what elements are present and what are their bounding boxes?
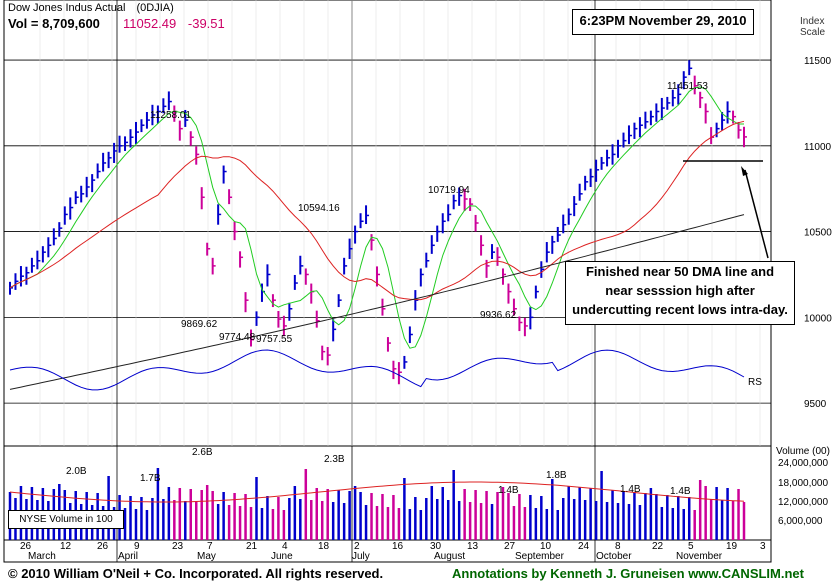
month-label-2: May xyxy=(197,551,216,562)
month-label-3: June xyxy=(271,551,293,562)
month-label-7: October xyxy=(596,551,632,562)
day-label-15: 24 xyxy=(578,541,590,552)
month-label-0: March xyxy=(28,551,56,562)
price-panel-frame xyxy=(3,0,772,447)
month-label-6: September xyxy=(515,551,565,562)
volume-label-1: 1.7B xyxy=(140,473,161,484)
index-scale-label: Index Scale xyxy=(800,16,825,38)
day-label-4: 23 xyxy=(172,541,184,552)
volume-label-6: 1.4B xyxy=(620,484,641,495)
volume-axis-1: 18,000,000 xyxy=(778,478,829,489)
month-label-8: November xyxy=(676,551,723,562)
day-label-20: 3 xyxy=(760,541,766,552)
annotation-line-1: Finished near 50 DMA line and xyxy=(585,264,775,279)
y-tick-0: 9500 xyxy=(804,399,827,410)
price-label-0: 11258.01 xyxy=(150,110,191,121)
day-label-17: 22 xyxy=(652,541,664,552)
y-tick-3: 11000 xyxy=(804,142,832,153)
chart-title: Dow Jones Indus Actual (0DJIA) xyxy=(8,2,174,14)
day-label-5: 7 xyxy=(207,541,213,552)
month-label-4: July xyxy=(352,551,370,562)
annotation-line-3: undercutting recent lows intra-day. xyxy=(572,302,788,317)
price-label-7: 11451.53 xyxy=(667,81,708,92)
price-text: 11052.49 xyxy=(123,16,177,31)
y-tick-2: 10500 xyxy=(804,228,832,239)
day-label-18: 5 xyxy=(688,541,694,552)
month-label-1: April xyxy=(118,551,138,562)
ma10-line xyxy=(9,86,744,349)
volume-label-5: 1.8B xyxy=(546,470,567,481)
rs-label: RS xyxy=(748,377,762,388)
rs-line xyxy=(9,349,745,391)
price-label-2: 9774.48 xyxy=(219,332,256,343)
price-label-4: 10594.16 xyxy=(298,203,340,214)
timestamp-text: 6:23PM November 29, 2010 xyxy=(579,13,747,28)
annotation-box: Finished near 50 DMA line and near sesss… xyxy=(565,261,795,325)
volume-legend: NYSE Volume in 100 xyxy=(8,510,124,529)
day-label-8: 18 xyxy=(318,541,330,552)
annotations-credit: Annotations by Kenneth J. Gruneisen www.… xyxy=(452,566,804,581)
volume-axis-3: 6,000,000 xyxy=(778,516,823,527)
month-label-5: August xyxy=(434,551,465,562)
price-label-5: 10719.94 xyxy=(428,185,470,196)
volume-label-2: 2.6B xyxy=(192,447,213,458)
price-line: 11052.49 -39.51 xyxy=(123,16,225,31)
index-scale-line1: Index xyxy=(800,16,825,27)
price-label-6: 9936.62 xyxy=(480,310,517,321)
timestamp-box: 6:23PM November 29, 2010 xyxy=(572,9,754,35)
day-label-10: 16 xyxy=(392,541,404,552)
volume-axis-2: 12,000,000 xyxy=(778,497,829,508)
price-label-1: 9869.62 xyxy=(181,319,218,330)
price-label-3: 9757.55 xyxy=(256,334,293,345)
day-label-3: 9 xyxy=(134,541,140,552)
day-label-2: 26 xyxy=(97,541,109,552)
volume-label-3: 2.3B xyxy=(324,454,345,465)
day-label-13: 27 xyxy=(504,541,516,552)
day-label-1: 12 xyxy=(60,541,72,552)
day-label-6: 21 xyxy=(246,541,258,552)
change-text: -39.51 xyxy=(187,16,225,31)
ma200-line xyxy=(9,214,745,390)
day-label-12: 13 xyxy=(467,541,479,552)
volume-line: Vol = 8,709,600 xyxy=(8,16,100,31)
volume-axis-0: 24,000,000 xyxy=(778,458,829,469)
volume-text: Vol = 8,709,600 xyxy=(8,16,100,31)
title-text: Dow Jones Indus Actual xyxy=(8,2,126,14)
day-label-7: 4 xyxy=(282,541,288,552)
volume-label-0: 2.0B xyxy=(66,466,87,477)
annotation-line-2: near sesssion high after xyxy=(605,283,755,298)
day-label-11: 30 xyxy=(430,541,442,552)
volume-label-4: 1.4B xyxy=(498,485,519,496)
day-label-14: 10 xyxy=(540,541,552,552)
day-label-0: 26 xyxy=(20,541,32,552)
volume-panel-label: Volume (00) xyxy=(776,446,830,457)
y-tick-1: 10000 xyxy=(804,313,832,324)
index-scale-line2: Scale xyxy=(800,27,826,38)
day-label-19: 19 xyxy=(726,541,738,552)
annotation-arrow xyxy=(744,169,769,259)
day-label-16: 8 xyxy=(615,541,621,552)
day-label-9: 2 xyxy=(354,541,360,552)
volume-ma-line xyxy=(9,481,745,503)
copyright-text: © 2010 William O'Neil + Co. Incorporated… xyxy=(8,566,384,581)
volume-label-7: 1.4B xyxy=(670,486,691,497)
y-tick-4: 11500 xyxy=(804,56,832,67)
symbol-text: (0DJIA) xyxy=(136,2,174,14)
ma50-line xyxy=(9,120,745,301)
arrow-head xyxy=(741,166,748,176)
